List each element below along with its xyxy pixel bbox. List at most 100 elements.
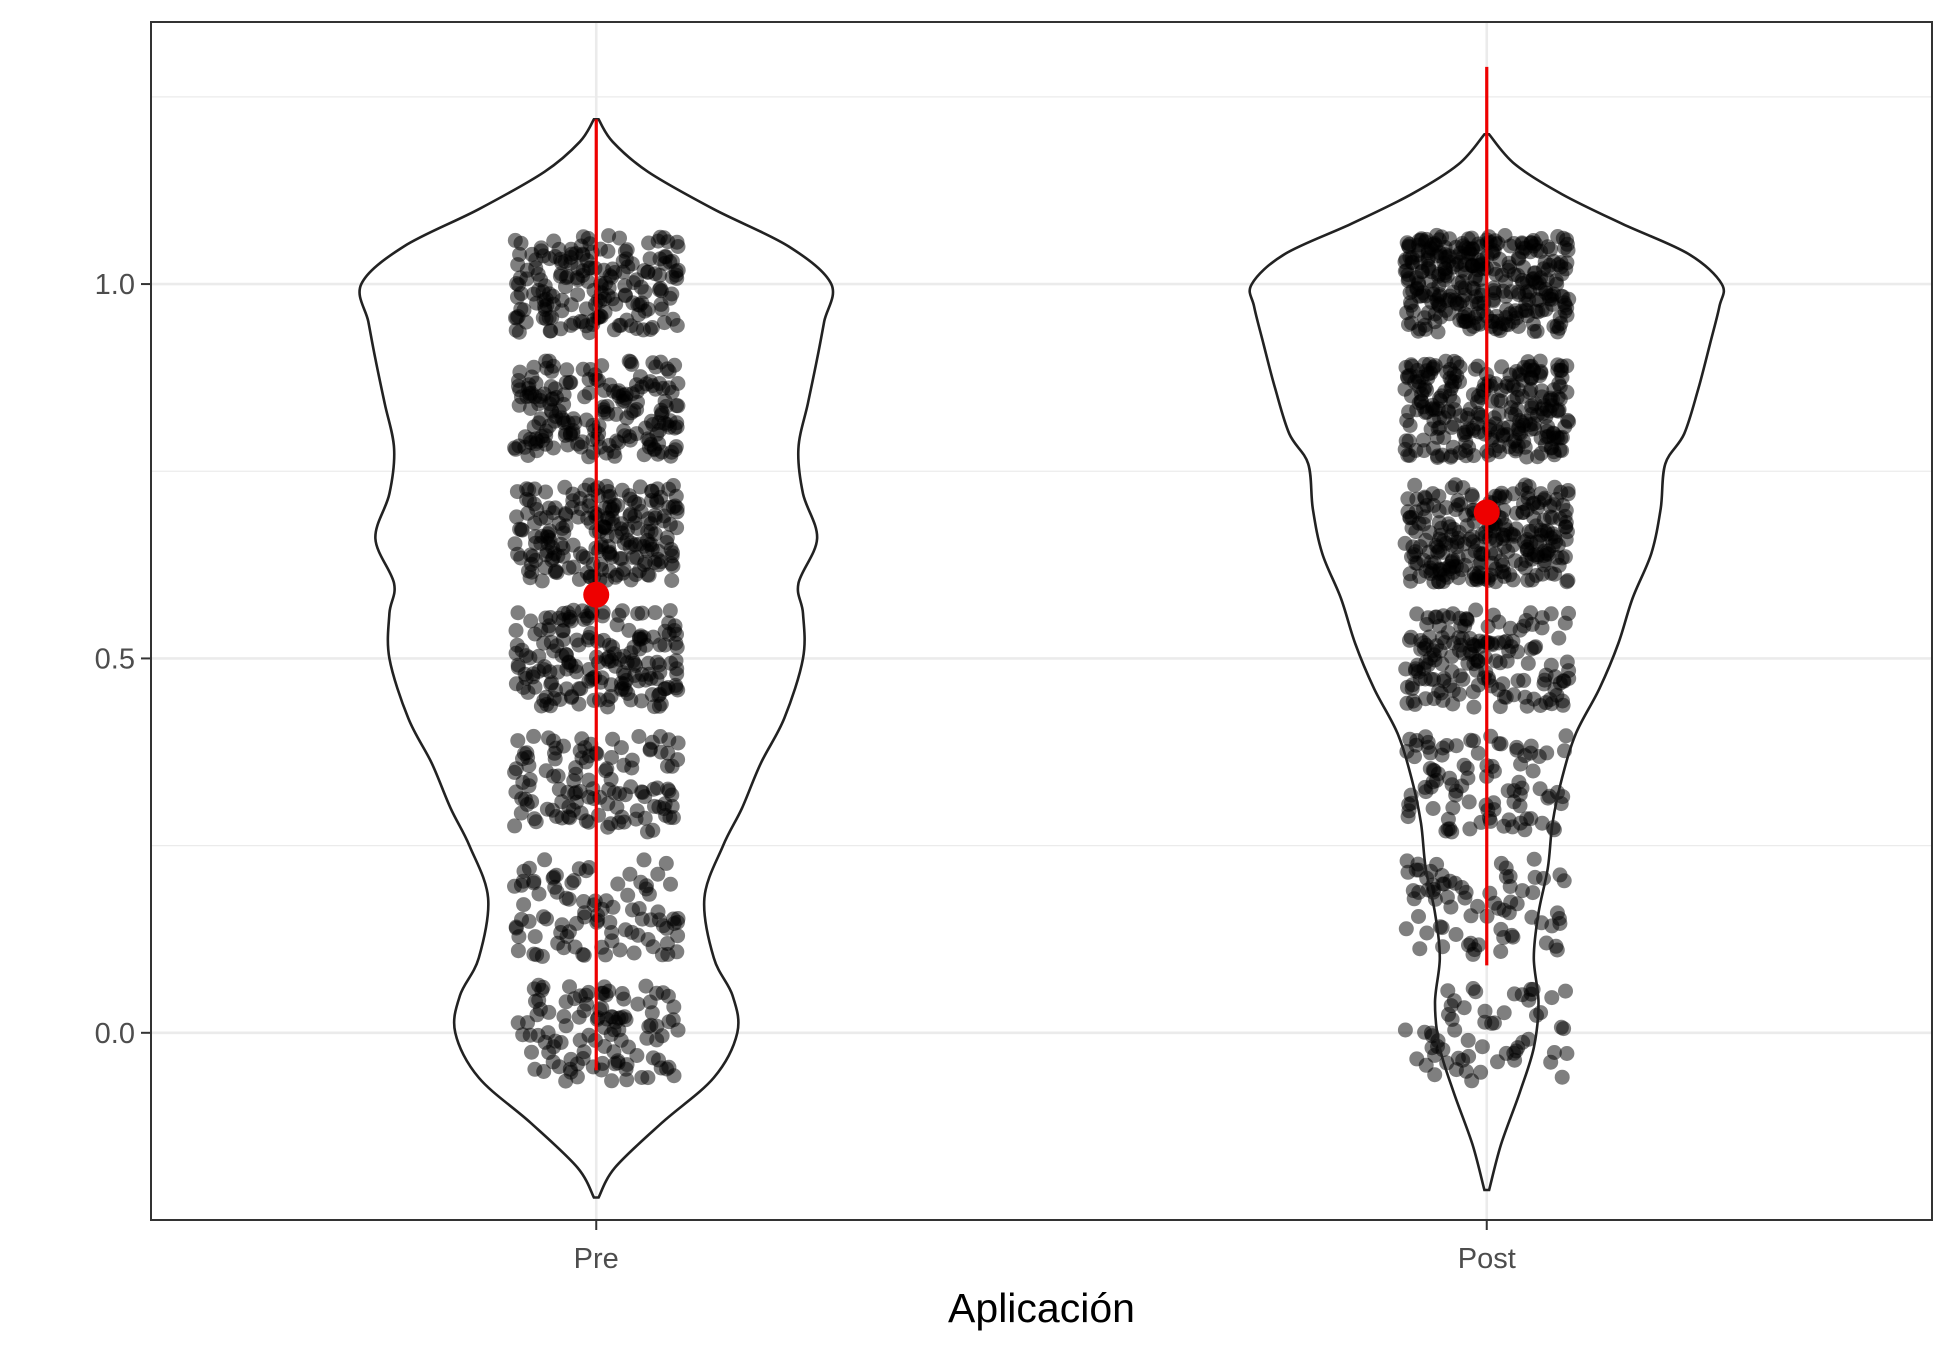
jitter-point [1536,557,1552,573]
jitter-point [1558,515,1574,530]
jitter-point [579,608,595,624]
jitter-point [1468,662,1484,678]
jitter-point [1557,240,1573,256]
jitter-point [1468,602,1484,618]
jitter-point [1434,868,1450,883]
grid-lines [151,22,1932,1221]
jitter-point [527,929,543,945]
jitter-point [1427,236,1442,251]
jitter-point [1531,749,1547,764]
jitter-point [1516,359,1532,375]
jitter-point [1522,385,1538,400]
jitter-point [558,279,573,295]
jitter-point [1551,557,1567,573]
jitter-point [1488,653,1504,669]
jitter-point [573,546,588,562]
jitter-point [1547,479,1563,495]
jitter-point [578,301,594,317]
jitter-point [531,886,547,902]
jitter-point [669,234,685,250]
jitter-point [1463,935,1479,951]
jitter-point [1453,280,1469,296]
jitter-point [630,297,646,313]
jitter-point [1526,851,1542,867]
jitter-point [627,494,643,510]
jitter-point [654,444,670,460]
jitter-point [1484,313,1500,329]
jitter-point [1402,418,1418,433]
jitter-point [1496,1005,1512,1021]
jitter-point [569,632,585,648]
jitter-point [1546,822,1562,838]
jitter-point [535,284,551,300]
jitter-point [1410,362,1425,378]
jitter-points [507,227,1577,1089]
jitter-point [1404,520,1420,536]
jitter-point [598,947,613,963]
jitter-point [617,787,633,803]
jitter-point [545,802,560,818]
jitter-point [1490,392,1506,408]
jitter-point [578,813,594,829]
jitter-point [575,947,591,962]
jitter-point [1423,745,1438,761]
jitter-point [1439,569,1455,585]
jitter-point [1455,671,1471,687]
jitter-point [508,784,524,800]
jitter-point [510,1015,526,1031]
x-tick-label-pre: Pre [574,1243,619,1275]
jitter-point [1438,823,1454,839]
jitter-point [1412,941,1428,957]
jitter-point [650,551,666,567]
jitter-point [1552,867,1568,883]
jitter-point [1456,1000,1472,1016]
jitter-point [575,268,591,283]
jitter-point [1444,480,1460,496]
jitter-point [1431,683,1447,699]
jitter-point [1471,569,1487,585]
jitter-point [632,479,648,495]
jitter-point [510,733,526,749]
jitter-point [635,784,651,800]
jitter-point [544,552,560,568]
jitter-point [605,731,621,747]
jitter-point [633,279,649,295]
jitter-point [1491,406,1507,422]
jitter-point [630,996,646,1012]
jitter-point [540,526,556,542]
jitter-point [558,890,574,906]
jitter-point [1405,539,1421,555]
jitter-point [1453,496,1469,512]
jitter-point [1445,800,1461,816]
jitter-point [533,698,549,714]
jitter-point [527,679,543,695]
jitter-point [1470,252,1486,268]
violins [358,118,1726,1199]
jitter-point [670,376,686,391]
jitter-point [670,682,686,698]
jitter-point [1554,1069,1570,1085]
jitter-point [1470,898,1486,914]
jitter-point [1509,739,1525,755]
axes: 0.0 0.5 1.0 Pre Post [95,269,1516,1275]
jitter-point [618,251,634,267]
jitter-point [640,655,656,671]
jitter-point [1461,794,1477,810]
jitter-point [1468,652,1484,668]
jitter-point [547,745,562,761]
jitter-point [585,1059,601,1075]
jitter-point [1546,430,1562,446]
jitter-point [1495,420,1511,436]
jitter-point [643,413,659,429]
jitter-point [617,278,633,294]
jitter-point [626,945,642,961]
jitter-point [1424,282,1440,298]
jitter-point [1559,654,1575,670]
jitter-point [1543,1054,1559,1070]
jitter-point [528,535,543,551]
jitter-point [1487,442,1503,458]
violin-post [1248,133,1726,1192]
jitter-point [1487,895,1503,911]
jitter-point [527,515,543,531]
jitter-point [1506,1045,1522,1061]
